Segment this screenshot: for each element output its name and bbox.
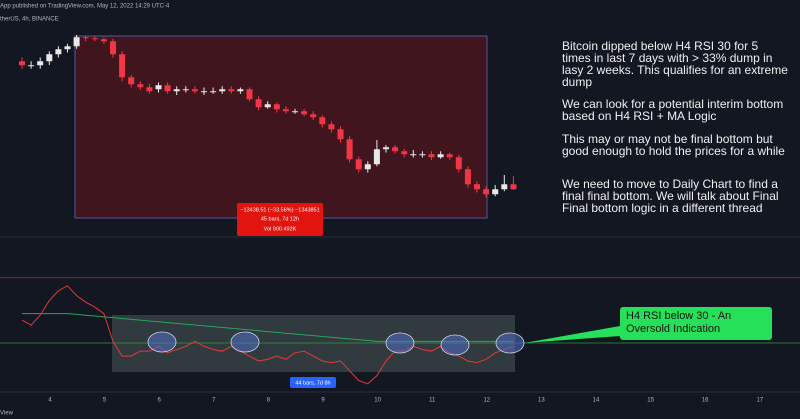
candle-body bbox=[91, 38, 98, 40]
x-tick-label: 10 bbox=[374, 398, 381, 404]
x-tick-label: 6 bbox=[158, 398, 162, 404]
candle-body bbox=[100, 39, 107, 42]
candle-body bbox=[346, 139, 353, 160]
candle-body bbox=[191, 89, 198, 92]
ellipses bbox=[147, 331, 525, 356]
callout-box bbox=[620, 307, 772, 340]
annotation: This may or may not be final bottom but … bbox=[562, 132, 785, 158]
annotation: We need to move to Daily Chart to find a… bbox=[562, 177, 779, 215]
oversold-marker bbox=[440, 334, 470, 356]
measure-label bbox=[237, 203, 323, 236]
candle-body bbox=[455, 157, 462, 170]
x-tick-label: 17 bbox=[756, 398, 763, 404]
candle-body bbox=[264, 104, 271, 108]
oversold-marker bbox=[385, 332, 415, 354]
symbol: therUS, 4h, BINANCE bbox=[0, 17, 59, 23]
candle-body bbox=[255, 99, 262, 108]
x-tick-label: 5 bbox=[103, 398, 107, 404]
x-tick-label: 16 bbox=[702, 398, 709, 404]
candle-body bbox=[337, 129, 344, 140]
candle-body bbox=[182, 89, 189, 91]
range-label-box bbox=[290, 377, 336, 388]
candle-body bbox=[401, 151, 408, 155]
measure-text: 45 bars, 7d 12h bbox=[261, 216, 299, 222]
header: App published on TradingView.com, May 12… bbox=[0, 4, 170, 10]
oversold-marker bbox=[230, 331, 260, 353]
candle-body bbox=[46, 54, 53, 62]
candle-body bbox=[82, 37, 89, 39]
rsi-line bbox=[21, 285, 514, 385]
candle-body bbox=[237, 89, 244, 92]
candle-body bbox=[392, 147, 399, 152]
oversold-marker bbox=[147, 331, 177, 353]
callout-pointer bbox=[524, 326, 620, 343]
annotation: We can look for a potential interim bott… bbox=[562, 97, 784, 123]
candle-body bbox=[355, 159, 362, 170]
candle-body bbox=[219, 89, 226, 92]
measure-box bbox=[74, 35, 488, 219]
footer: View bbox=[0, 411, 14, 417]
rsi-ma-line bbox=[22, 313, 514, 342]
range-label: 44 bars, 7d 8h bbox=[295, 380, 330, 386]
candle-body bbox=[464, 169, 471, 185]
candle-body bbox=[119, 54, 126, 78]
candle-body bbox=[328, 124, 335, 130]
candle-body bbox=[155, 85, 162, 90]
candle-body bbox=[210, 91, 217, 93]
x-tick-label: 7 bbox=[212, 398, 216, 404]
candle-body bbox=[419, 154, 426, 156]
candle-body bbox=[319, 117, 326, 125]
candle-body bbox=[510, 184, 517, 190]
x-tick-label: 11 bbox=[429, 398, 436, 404]
candle-body bbox=[483, 189, 490, 195]
callout-text: H4 RSI below 30 - An Oversold Indication bbox=[626, 310, 731, 335]
candle-body bbox=[173, 89, 180, 92]
candle-body bbox=[19, 61, 25, 66]
x-tick-label: 13 bbox=[538, 398, 545, 404]
candle-body bbox=[110, 41, 116, 55]
candle-body bbox=[37, 61, 44, 66]
candle-body bbox=[492, 189, 499, 195]
candle-body bbox=[64, 46, 71, 50]
candle-body bbox=[201, 91, 207, 93]
candle-body bbox=[228, 89, 235, 92]
candle-body bbox=[28, 65, 35, 67]
candle-body bbox=[292, 111, 298, 113]
candle-body bbox=[55, 49, 62, 55]
candle-body bbox=[137, 84, 144, 88]
candle-body bbox=[410, 154, 417, 156]
candle-body bbox=[273, 104, 280, 110]
candle-body bbox=[383, 147, 389, 150]
candle-body bbox=[437, 154, 444, 158]
candle-body bbox=[474, 184, 480, 190]
candle-body bbox=[128, 77, 135, 85]
candle-body bbox=[446, 154, 453, 158]
candle-body bbox=[301, 111, 308, 115]
candle-body bbox=[146, 87, 153, 92]
candle-body bbox=[373, 149, 380, 165]
candle-body bbox=[73, 37, 80, 47]
candle-body bbox=[364, 164, 371, 170]
candle-body bbox=[310, 114, 317, 118]
x-tick-label: 9 bbox=[321, 398, 325, 404]
annotation: Bitcoin dipped below H4 RSI 30 for 5 tim… bbox=[562, 39, 788, 89]
oversold-marker bbox=[495, 332, 525, 354]
candle-body bbox=[246, 89, 253, 100]
x-tick-label: 8 bbox=[267, 398, 271, 404]
x-tick-label: 14 bbox=[593, 398, 600, 404]
candle-body bbox=[282, 109, 289, 112]
x-tick-label: 12 bbox=[483, 398, 490, 404]
x-tick-label: 4 bbox=[48, 398, 52, 404]
measure-text: −13438.51 (−33.56%) −1343851 bbox=[240, 207, 319, 213]
candle-body bbox=[501, 184, 508, 190]
x-tick-label: 15 bbox=[647, 398, 654, 404]
candle-body bbox=[428, 154, 435, 158]
measure-text: Vol 900.492K bbox=[264, 226, 297, 232]
candle-body bbox=[164, 85, 171, 92]
